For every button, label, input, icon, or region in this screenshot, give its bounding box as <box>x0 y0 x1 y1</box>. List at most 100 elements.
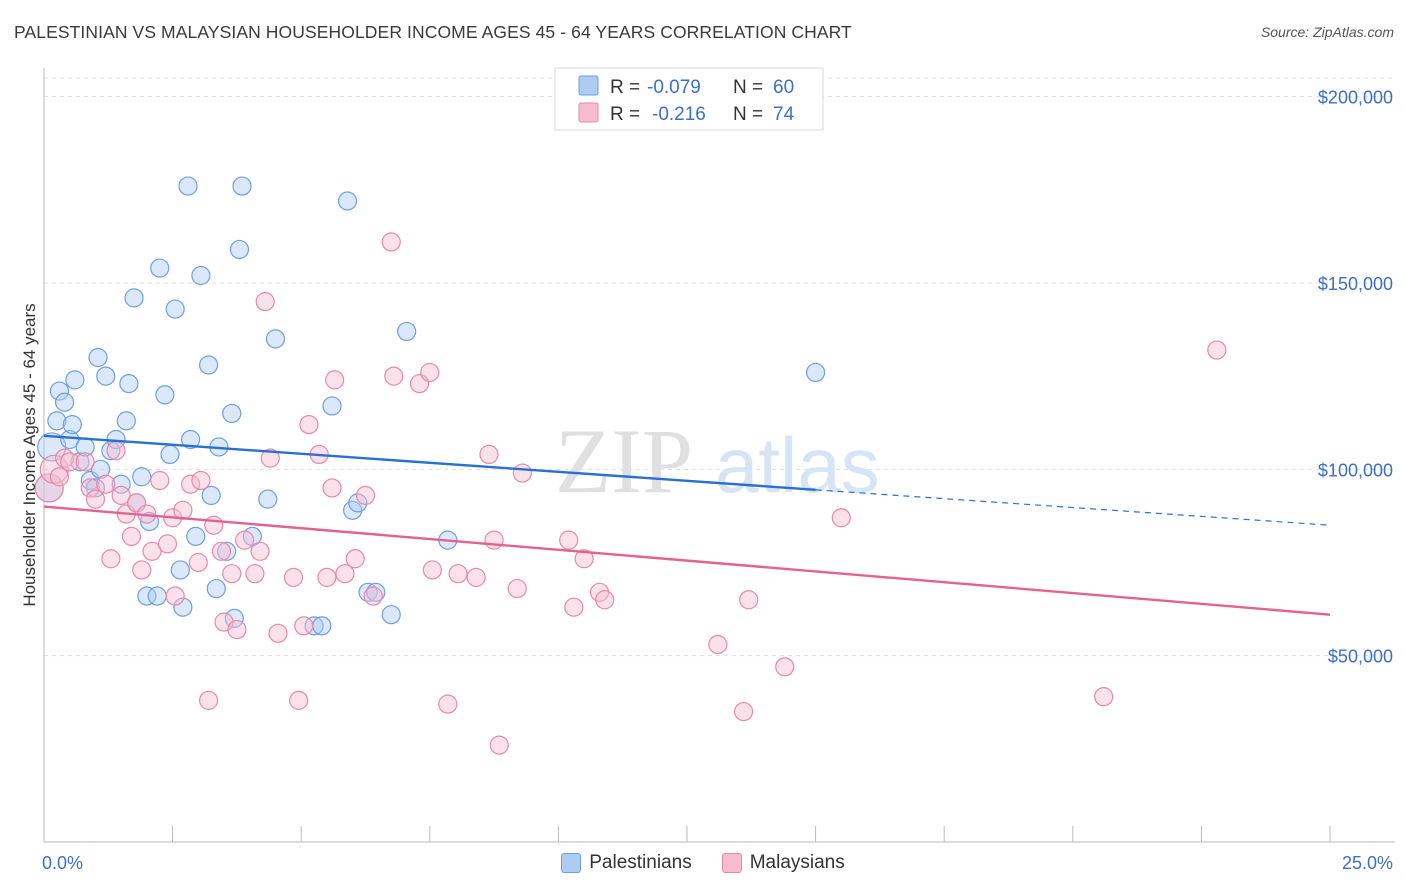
palestinians-point-56 <box>397 321 417 342</box>
malaysians-point-71 <box>775 657 795 677</box>
legend-swatch-palestinians <box>578 75 599 96</box>
malaysians-trend-line <box>43 505 1331 616</box>
malaysians-point-46 <box>335 564 355 584</box>
malaysians-point-13 <box>121 526 142 547</box>
palestinians-point-21 <box>132 467 152 487</box>
palestinians-point-36 <box>201 485 221 506</box>
malaysians-point-26 <box>199 690 219 710</box>
malaysians-point-48 <box>355 485 376 506</box>
malaysians-point-56 <box>448 564 468 584</box>
palestinians-point-13 <box>96 366 116 386</box>
chart-title: PALESTINIAN VS MALAYSIAN HOUSEHOLDER INC… <box>14 22 852 42</box>
palestinians-point-18 <box>119 374 139 394</box>
malaysians-point-19 <box>157 534 178 554</box>
palestinians-point-16 <box>111 474 131 494</box>
malaysians-point-50 <box>381 232 401 252</box>
malaysians-point-45 <box>325 370 345 390</box>
y-tick-label-2: $150,000 <box>1318 274 1393 294</box>
palestinians-point-24 <box>147 586 167 606</box>
malaysians-point-28 <box>211 541 232 561</box>
palestinians-point-17 <box>116 411 136 431</box>
palestinians-point-53 <box>358 582 378 602</box>
malaysians-point-54 <box>422 560 442 580</box>
palestinians-point-25 <box>150 258 170 278</box>
y-tick-labels: $50,000 $100,000 $150,000 $200,000 <box>1318 88 1393 667</box>
malaysians-point-3 <box>54 448 75 468</box>
x-tick-labels: 0.0% 25.0% <box>42 853 1393 873</box>
malaysians-point-8 <box>96 474 116 494</box>
palestinians-point-42 <box>229 239 250 260</box>
palestinians-point-35 <box>199 355 219 375</box>
x-tick-label-1: 25.0% <box>1342 853 1393 873</box>
palestinians-point-2 <box>49 381 70 401</box>
malaysians-point-32 <box>235 530 255 550</box>
legend-r-value-1: -0.079 <box>647 77 701 98</box>
palestinians-point-10 <box>85 478 106 498</box>
palestinians-points <box>34 176 826 636</box>
malaysians-point-39 <box>289 690 309 710</box>
malaysians-point-38 <box>283 567 304 587</box>
palestinians-point-55 <box>381 605 401 625</box>
palestinians-point-50 <box>337 191 358 211</box>
malaysians-point-17 <box>142 541 162 561</box>
malaysians-point-67 <box>595 590 615 610</box>
malaysians-point-51 <box>384 366 404 386</box>
malaysians-point-23 <box>181 474 201 494</box>
palestinians-point-31 <box>178 176 198 196</box>
correlation-legend: R = -0.079 N = 60 R = -0.216 N = 74 <box>554 67 824 131</box>
palestinians-point-47 <box>304 616 324 636</box>
malaysians-point-36 <box>260 448 280 468</box>
malaysians-point-59 <box>484 530 504 550</box>
malaysians-point-62 <box>512 463 532 483</box>
palestinians-point-34 <box>191 265 211 286</box>
legend-n-label-1: N = <box>733 77 763 98</box>
malaysians-point-0 <box>34 473 64 503</box>
legend-n-value-1: 60 <box>773 77 794 98</box>
malaysians-point-70 <box>739 590 759 610</box>
watermark-zip: ZIP <box>555 410 693 512</box>
y-tick-label-3: $200,000 <box>1318 88 1393 108</box>
malaysians-point-47 <box>345 549 365 569</box>
watermark-atlas: atlas <box>715 421 880 509</box>
palestinians-trend-line <box>43 434 816 492</box>
palestinians-point-33 <box>186 526 206 547</box>
malaysians-point-55 <box>438 694 458 714</box>
palestinians-point-58 <box>805 362 826 383</box>
malaysians-point-11 <box>111 485 131 506</box>
malaysians-point-68 <box>708 634 728 655</box>
axes <box>43 68 1395 843</box>
palestinians-point-22 <box>137 586 157 606</box>
palestinians-point-12 <box>90 459 111 479</box>
malaysians-label: Malaysians <box>749 852 845 873</box>
malaysians-point-58 <box>479 444 499 465</box>
palestinians-point-32 <box>181 429 201 450</box>
palestinians-point-1 <box>47 411 67 431</box>
malaysians-point-69 <box>733 701 754 722</box>
legend-n-value-2: 74 <box>773 104 795 125</box>
y-tick-label-0: $50,000 <box>1328 647 1393 667</box>
palestinians-point-45 <box>258 489 278 509</box>
malaysians-point-21 <box>165 586 185 606</box>
malaysians-point-57 <box>466 567 486 587</box>
watermark: ZIP atlas <box>555 410 880 512</box>
palestinians-point-11 <box>88 347 108 368</box>
series-legend: Palestinians Malaysians <box>0 852 1406 874</box>
malaysians-point-30 <box>222 564 242 584</box>
legend-r-label-2: R = <box>610 104 640 125</box>
series-legend-palestinians[interactable]: Palestinians <box>561 852 692 874</box>
palestinians-point-27 <box>160 444 180 465</box>
malaysians-point-15 <box>132 560 152 580</box>
malaysians-point-72 <box>831 508 851 528</box>
palestinians-point-5 <box>62 414 82 435</box>
y-tick-label-1: $100,000 <box>1318 460 1393 480</box>
palestinians-point-39 <box>217 541 237 561</box>
malaysians-point-40 <box>294 616 314 636</box>
malaysians-point-4 <box>60 452 80 472</box>
series-legend-malaysians[interactable]: Malaysians <box>721 852 845 874</box>
malaysians-point-2 <box>49 467 70 487</box>
malaysians-point-64 <box>564 597 584 617</box>
malaysians-point-7 <box>85 489 106 509</box>
malaysians-point-61 <box>507 578 527 599</box>
malaysians-point-18 <box>150 470 170 491</box>
